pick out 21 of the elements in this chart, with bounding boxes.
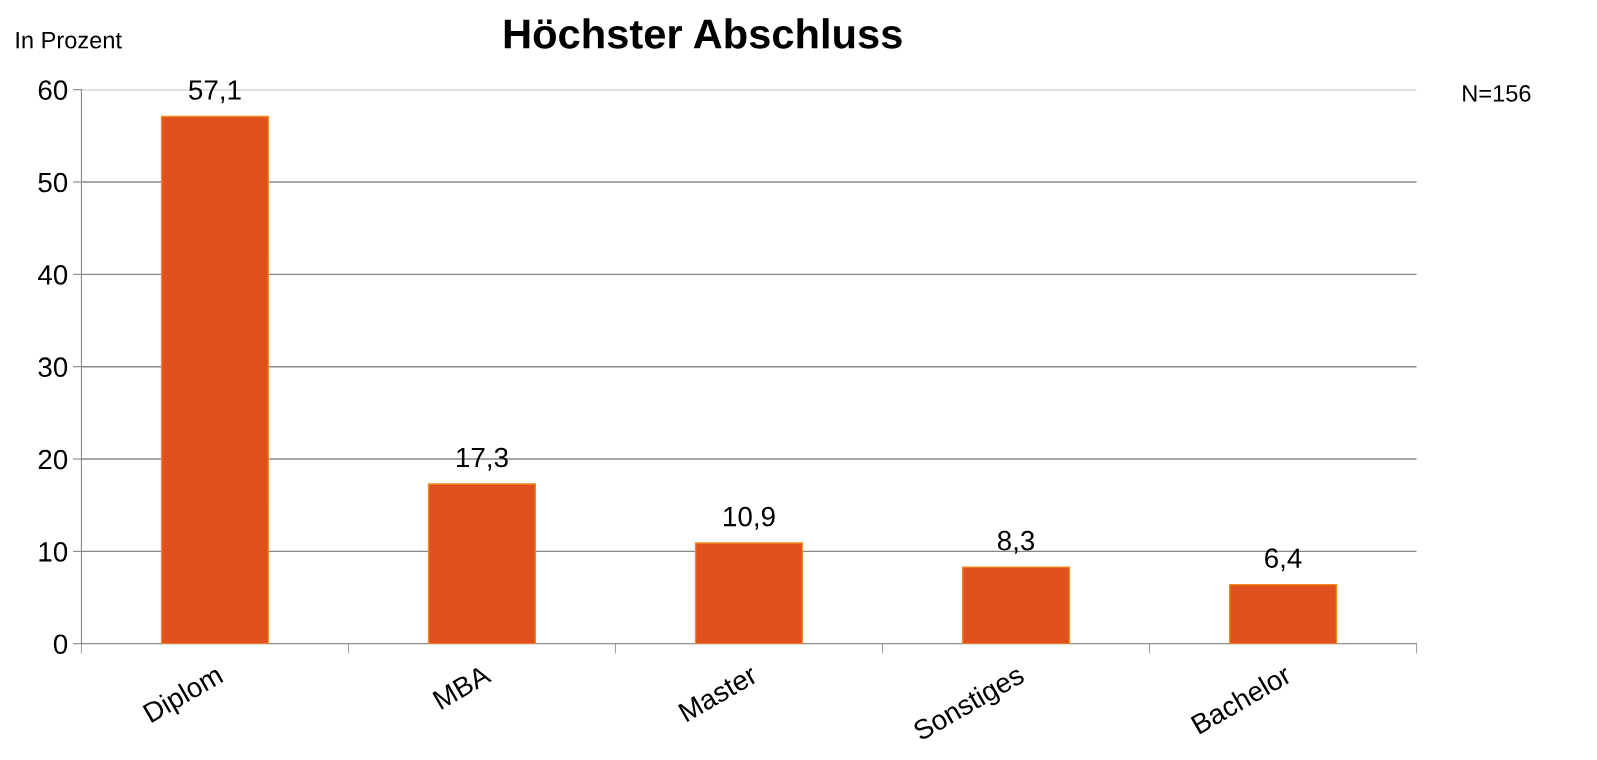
y-tick-label: 40 xyxy=(38,265,68,285)
bar xyxy=(427,483,537,644)
x-tick-label: MBA xyxy=(432,664,492,710)
y-tick-label: 30 xyxy=(38,357,68,378)
data-label: 17,3 xyxy=(457,447,508,471)
y-tick-label: 0 xyxy=(53,634,68,655)
data-label: 10,9 xyxy=(724,506,775,530)
bar xyxy=(1228,583,1338,644)
text: N=156 xyxy=(1463,85,1531,102)
y-tick-label: 50 xyxy=(38,172,68,193)
y-tick-label: 20 xyxy=(38,449,68,470)
chart-title: Höchster Abschluss xyxy=(504,18,902,49)
bar xyxy=(961,566,1071,644)
bar xyxy=(160,115,270,644)
y-axis-title: In Prozent xyxy=(16,32,122,49)
bar xyxy=(694,542,804,644)
y-tick-label: 10 xyxy=(39,542,68,562)
y-tick-label: 60 xyxy=(38,80,68,101)
data-label: 6,4 xyxy=(1265,548,1302,572)
data-label: 57,1 xyxy=(189,80,241,104)
data-label: 8,3 xyxy=(997,530,1035,554)
